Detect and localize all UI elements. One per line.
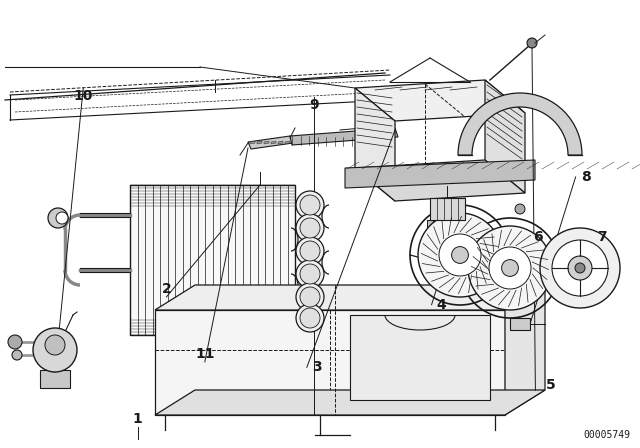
Circle shape — [527, 38, 537, 48]
Bar — [40, 370, 70, 388]
Circle shape — [300, 264, 320, 284]
Polygon shape — [355, 88, 395, 201]
Circle shape — [296, 260, 324, 288]
Circle shape — [296, 191, 324, 219]
Circle shape — [300, 308, 320, 328]
Polygon shape — [427, 220, 433, 228]
Bar — [430, 198, 465, 220]
Circle shape — [552, 240, 608, 296]
Polygon shape — [345, 160, 535, 188]
Polygon shape — [248, 136, 293, 149]
Circle shape — [568, 256, 592, 280]
Polygon shape — [350, 315, 490, 400]
Text: 6: 6 — [532, 230, 543, 245]
Polygon shape — [485, 80, 525, 193]
Text: 10: 10 — [74, 89, 93, 103]
Circle shape — [300, 241, 320, 261]
Wedge shape — [458, 93, 582, 155]
Circle shape — [502, 259, 518, 276]
Polygon shape — [155, 390, 545, 415]
Circle shape — [48, 208, 68, 228]
Circle shape — [540, 228, 620, 308]
Polygon shape — [290, 128, 398, 145]
Circle shape — [8, 335, 22, 349]
Circle shape — [452, 246, 468, 263]
Polygon shape — [271, 141, 276, 144]
Circle shape — [296, 283, 324, 311]
Circle shape — [300, 287, 320, 307]
Text: 4: 4 — [436, 297, 447, 312]
Polygon shape — [250, 141, 255, 144]
Bar — [510, 318, 530, 330]
Text: 9: 9 — [308, 98, 319, 112]
Circle shape — [296, 214, 324, 242]
Polygon shape — [355, 160, 525, 201]
Polygon shape — [462, 220, 468, 228]
Text: 5: 5 — [545, 378, 556, 392]
Circle shape — [12, 350, 22, 360]
Polygon shape — [257, 141, 262, 144]
Polygon shape — [285, 141, 290, 144]
Text: 7: 7 — [596, 230, 607, 245]
Circle shape — [489, 247, 531, 289]
Text: 2: 2 — [161, 282, 172, 296]
Polygon shape — [264, 141, 269, 144]
Circle shape — [45, 335, 65, 355]
Circle shape — [296, 304, 324, 332]
Polygon shape — [278, 141, 283, 144]
Circle shape — [439, 234, 481, 276]
Polygon shape — [155, 285, 545, 310]
Circle shape — [575, 263, 585, 273]
Circle shape — [33, 328, 77, 372]
Circle shape — [515, 204, 525, 214]
Polygon shape — [355, 80, 525, 121]
Circle shape — [296, 237, 324, 265]
Circle shape — [300, 218, 320, 238]
Circle shape — [468, 226, 552, 310]
Text: 1: 1 — [132, 412, 143, 426]
Circle shape — [56, 212, 68, 224]
Text: 3: 3 — [312, 360, 322, 375]
Circle shape — [300, 195, 320, 215]
Circle shape — [418, 213, 502, 297]
Polygon shape — [155, 310, 505, 415]
Text: 11: 11 — [195, 347, 214, 361]
Text: 8: 8 — [580, 170, 591, 184]
Polygon shape — [505, 285, 545, 415]
Bar — [130, 185, 295, 335]
Text: 00005749: 00005749 — [583, 430, 630, 440]
